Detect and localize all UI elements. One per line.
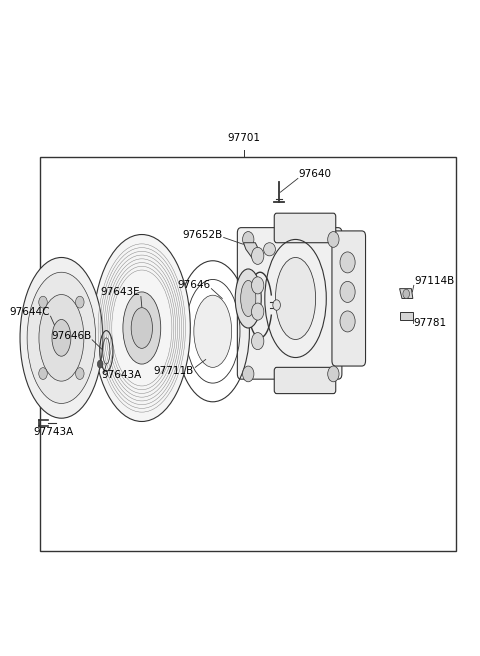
Ellipse shape [276,257,316,340]
Circle shape [328,366,339,382]
Circle shape [403,289,409,298]
Circle shape [39,297,47,308]
Text: 97640: 97640 [298,169,331,179]
Text: 97701: 97701 [227,133,260,143]
Circle shape [340,281,355,302]
Circle shape [252,247,264,264]
Circle shape [75,297,84,308]
Circle shape [328,232,339,247]
Polygon shape [399,312,413,320]
Circle shape [273,300,280,310]
Ellipse shape [194,295,232,367]
Ellipse shape [123,292,161,364]
Text: 97646B: 97646B [51,331,91,341]
Ellipse shape [20,257,103,419]
Ellipse shape [39,295,84,381]
Text: 97643E: 97643E [101,287,141,297]
Circle shape [340,252,355,273]
Circle shape [97,360,103,368]
FancyBboxPatch shape [332,231,366,366]
Circle shape [75,367,84,379]
Text: 97114B: 97114B [415,276,455,286]
Circle shape [242,366,254,382]
Text: 97644C: 97644C [9,306,49,317]
Circle shape [252,303,264,320]
Ellipse shape [27,272,96,403]
Ellipse shape [240,281,256,317]
Text: 97646: 97646 [177,280,210,291]
Ellipse shape [93,234,190,421]
Text: 97781: 97781 [414,318,447,328]
Text: 97711B: 97711B [154,365,194,376]
Ellipse shape [235,269,261,328]
Circle shape [252,277,264,294]
Polygon shape [243,243,260,259]
Circle shape [252,333,264,350]
Circle shape [39,367,47,379]
Text: 97743A: 97743A [33,426,73,437]
FancyBboxPatch shape [274,213,336,243]
Ellipse shape [264,243,276,256]
Ellipse shape [131,308,153,348]
Circle shape [340,311,355,332]
Ellipse shape [52,319,71,356]
Text: 97643A: 97643A [102,370,142,380]
FancyBboxPatch shape [238,228,342,379]
Text: 97652B: 97652B [182,230,222,240]
Circle shape [242,232,254,247]
FancyBboxPatch shape [274,367,336,394]
Bar [40,157,456,551]
Polygon shape [399,289,413,298]
